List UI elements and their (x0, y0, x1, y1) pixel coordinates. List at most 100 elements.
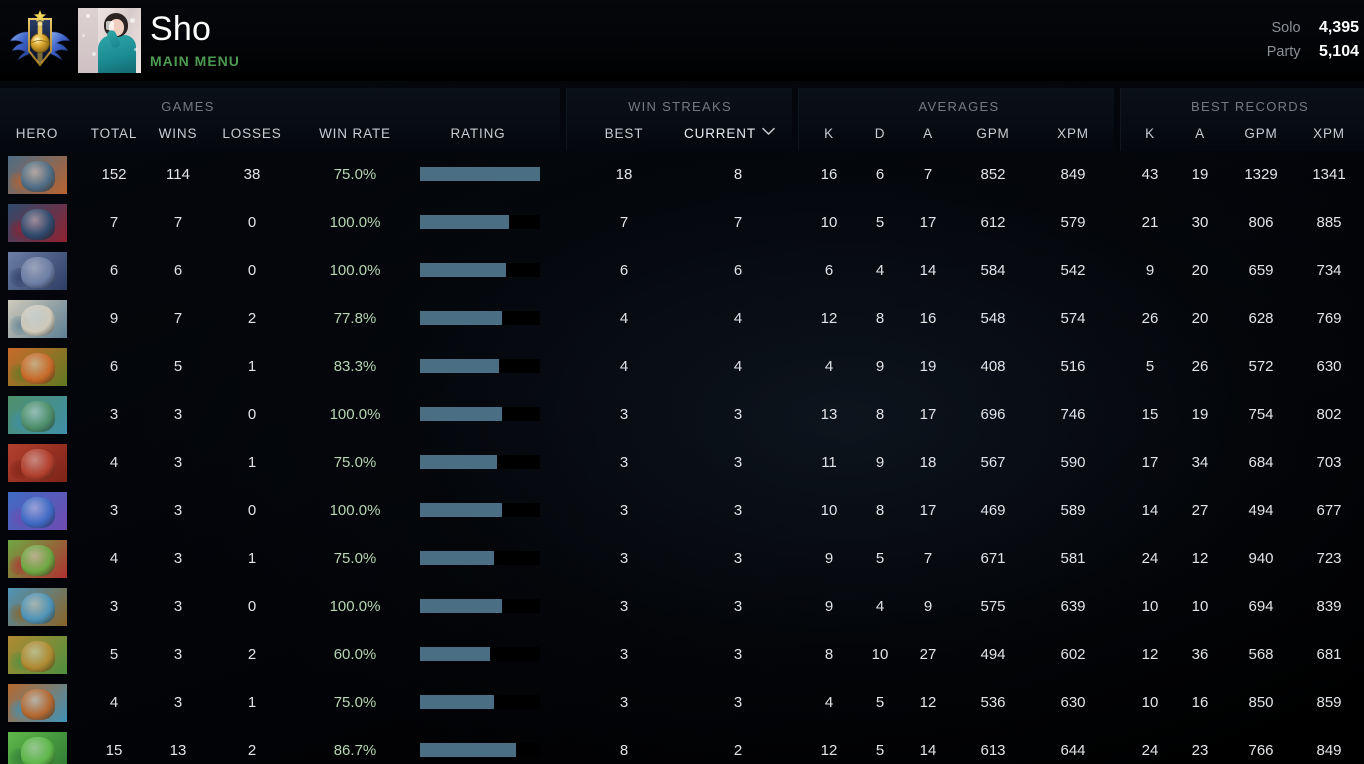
cell-avg-xpm: 644 (1060, 742, 1086, 759)
cell-avg-xpm: 602 (1060, 646, 1086, 663)
cell-avg-d: 4 (875, 598, 885, 615)
table-row[interactable]: 3 3 0 100.0% 3 3 10 8 17 469 589 14 27 494 677 (0, 487, 1364, 535)
hero-portrait-razor[interactable] (8, 588, 67, 626)
cell-streak-current: 3 (733, 406, 743, 423)
main-menu-link[interactable]: MAIN MENU (150, 53, 240, 69)
col-header-best-xpm[interactable]: XPM (1313, 126, 1345, 141)
cell-best-k: 15 (1141, 406, 1159, 423)
cell-win-rate: 100.0% (329, 406, 381, 423)
hero-portrait-drow-ranger[interactable] (8, 252, 67, 290)
group-title-best-records: BEST RECORDS (1191, 99, 1309, 114)
cell-avg-xpm: 542 (1060, 262, 1086, 279)
col-header-avg-d[interactable]: D (874, 126, 886, 141)
table-row[interactable]: 15 13 2 86.7% 8 2 12 5 14 613 644 24 23 766 849 (0, 727, 1364, 764)
group-title-win-streaks: WIN STREAKS (628, 99, 732, 114)
cell-best-k: 43 (1141, 166, 1159, 183)
table-row[interactable]: 7 7 0 100.0% 7 7 10 5 17 612 579 21 30 806 885 (0, 199, 1364, 247)
cell-avg-d: 9 (875, 358, 885, 375)
cell-streak-best: 4 (619, 310, 629, 327)
table-row[interactable]: 4 3 1 75.0% 3 3 9 5 7 671 581 24 12 940 723 (0, 535, 1364, 583)
cell-avg-a: 17 (919, 406, 937, 423)
hero-portrait-windranger[interactable] (8, 348, 67, 386)
cell-best-a: 16 (1191, 694, 1209, 711)
cell-total: 4 (109, 694, 119, 711)
col-header-rating[interactable]: RATING (450, 126, 506, 141)
cell-win-rate: 100.0% (329, 598, 381, 615)
col-header-streak-current[interactable]: CURRENT (684, 126, 800, 141)
col-header-best-gpm[interactable]: GPM (1244, 126, 1278, 141)
hero-portrait-venomancer[interactable] (8, 540, 67, 578)
hero-portrait-meepo[interactable] (8, 156, 67, 194)
table-row[interactable]: 3 3 0 100.0% 3 3 9 4 9 575 639 10 10 694 839 (0, 583, 1364, 631)
table-row[interactable]: 4 3 1 75.0% 3 3 4 5 12 536 630 10 16 850 859 (0, 679, 1364, 727)
cell-streak-current: 4 (733, 310, 743, 327)
table-row[interactable]: 152 114 38 75.0% 18 8 16 6 7 852 849 43 19 1329 1341 (0, 151, 1364, 199)
rating-bar-fill (420, 551, 495, 565)
mmr-solo-value: 4,395 (1318, 19, 1359, 36)
hero-portrait-magnus[interactable] (8, 684, 67, 722)
rating-bar-track (420, 551, 540, 565)
cell-avg-d: 4 (875, 262, 885, 279)
hero-portrait-axe[interactable] (8, 444, 67, 482)
cell-best-k: 10 (1141, 694, 1159, 711)
col-header-total[interactable]: TOTAL (90, 126, 138, 141)
cell-avg-a: 12 (919, 694, 937, 711)
cell-total: 6 (109, 358, 119, 375)
cell-avg-gpm: 671 (980, 550, 1006, 567)
cell-best-a: 27 (1191, 502, 1209, 519)
col-header-avg-a[interactable]: A (923, 126, 933, 141)
col-header-best-k[interactable]: K (1145, 126, 1155, 141)
cell-streak-best: 6 (619, 262, 629, 279)
rank-medal-icon (5, 5, 75, 75)
cell-avg-gpm: 567 (980, 454, 1006, 471)
cell-best-gpm: 940 (1248, 550, 1274, 567)
cell-avg-gpm: 852 (980, 166, 1006, 183)
cell-avg-k: 9 (824, 598, 834, 615)
table-row[interactable]: 6 5 1 83.3% 4 4 4 9 19 408 516 5 26 572 630 (0, 343, 1364, 391)
cell-best-xpm: 802 (1316, 406, 1342, 423)
cell-best-a: 10 (1191, 598, 1209, 615)
cell-avg-d: 5 (875, 742, 885, 759)
cell-avg-gpm: 612 (980, 214, 1006, 231)
table-row[interactable]: 5 3 2 60.0% 3 3 8 10 27 494 602 12 36 568 681 (0, 631, 1364, 679)
hero-portrait-rubick[interactable] (8, 732, 67, 764)
cell-best-xpm: 839 (1316, 598, 1342, 615)
cell-best-a: 20 (1191, 310, 1209, 327)
hero-portrait-arc-warden[interactable] (8, 300, 67, 338)
cell-avg-gpm: 696 (980, 406, 1006, 423)
cell-avg-a: 16 (919, 310, 937, 327)
hero-stats-table: 152 114 38 75.0% 18 8 16 6 7 852 849 43 19 1329 1341 7 7… (0, 151, 1364, 764)
hero-portrait-vengeful-spirit[interactable] (8, 492, 67, 530)
col-header-avg-gpm[interactable]: GPM (976, 126, 1010, 141)
table-row[interactable]: 9 7 2 77.8% 4 4 12 8 16 548 574 26 20 628 769 (0, 295, 1364, 343)
col-header-losses[interactable]: LOSSES (222, 126, 282, 141)
cell-best-gpm: 850 (1248, 694, 1274, 711)
col-header-avg-k[interactable]: K (824, 126, 834, 141)
hero-portrait-phantom-assassin[interactable] (8, 204, 67, 242)
cell-avg-xpm: 630 (1060, 694, 1086, 711)
cell-best-k: 24 (1141, 550, 1159, 567)
col-header-win-rate[interactable]: WIN RATE (319, 126, 391, 141)
cell-losses: 0 (247, 214, 257, 231)
rating-bar-track (420, 407, 540, 421)
rating-bar-track (420, 743, 540, 757)
col-header-hero[interactable]: HERO (15, 126, 59, 141)
cell-best-xpm: 630 (1316, 358, 1342, 375)
hero-portrait-natures-prophet[interactable] (8, 396, 67, 434)
cell-win-rate: 100.0% (329, 502, 381, 519)
rating-bar-track (420, 455, 540, 469)
cell-best-k: 12 (1141, 646, 1159, 663)
cell-avg-a: 7 (923, 166, 933, 183)
hero-portrait-clinkz[interactable] (8, 636, 67, 674)
table-row[interactable]: 3 3 0 100.0% 3 3 13 8 17 696 746 15 19 754 802 (0, 391, 1364, 439)
table-row[interactable]: 4 3 1 75.0% 3 3 11 9 18 567 590 17 34 684 703 (0, 439, 1364, 487)
cell-best-a: 19 (1191, 406, 1209, 423)
cell-total: 9 (109, 310, 119, 327)
col-header-best-a[interactable]: A (1195, 126, 1205, 141)
col-header-streak-best[interactable]: BEST (604, 126, 644, 141)
cell-win-rate: 75.0% (333, 694, 377, 711)
table-row[interactable]: 6 6 0 100.0% 6 6 6 4 14 584 542 9 20 659 734 (0, 247, 1364, 295)
player-avatar[interactable] (78, 8, 141, 73)
col-header-avg-xpm[interactable]: XPM (1057, 126, 1089, 141)
col-header-wins[interactable]: WINS (158, 126, 198, 141)
